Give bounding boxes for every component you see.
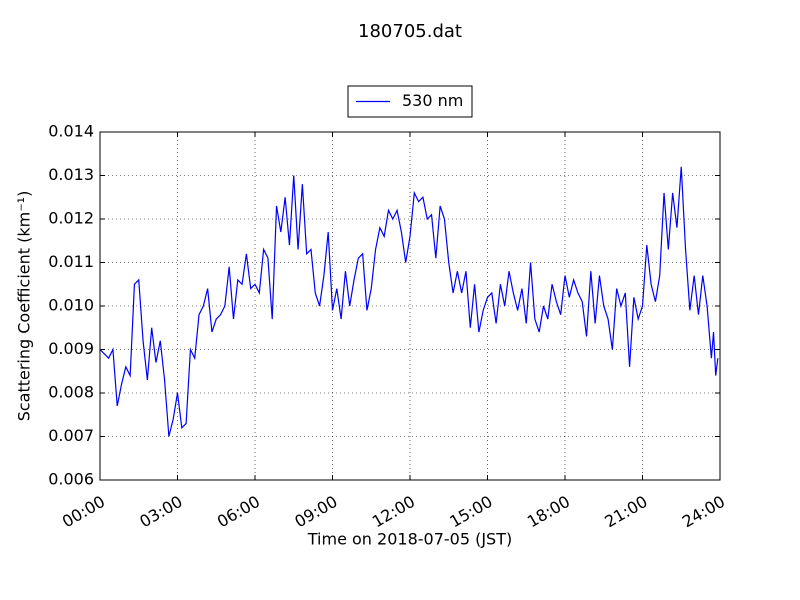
x-tick-label: 03:00 xyxy=(136,492,185,532)
x-tick-label: 09:00 xyxy=(291,492,340,532)
y-axis-label: Scattering Coefficient (km⁻¹) xyxy=(15,191,34,422)
y-tick-label: 0.012 xyxy=(48,209,94,228)
y-tick-label: 0.013 xyxy=(48,165,94,184)
legend-label: 530 nm xyxy=(402,91,463,110)
plot-frame xyxy=(99,131,721,481)
y-tick-label: 0.009 xyxy=(48,339,94,358)
y-tick-label: 0.008 xyxy=(48,383,94,402)
x-tick-label: 06:00 xyxy=(214,492,263,532)
x-tick-label: 12:00 xyxy=(369,492,418,532)
y-tick-label: 0.007 xyxy=(48,426,94,445)
x-tick-label: 00:00 xyxy=(59,492,108,532)
x-tick-label: 24:00 xyxy=(679,492,728,532)
chart-title: 180705.dat xyxy=(358,21,462,42)
y-tick-label: 0.011 xyxy=(48,252,94,271)
x-axis-label: Time on 2018-07-05 (JST) xyxy=(307,530,512,549)
y-tick-label: 0.010 xyxy=(48,296,94,315)
x-tick-label: 21:00 xyxy=(601,492,650,532)
x-tick-label: 15:00 xyxy=(446,492,495,532)
y-tick-label: 0.006 xyxy=(48,470,94,489)
y-tick-label: 0.014 xyxy=(48,122,94,141)
x-tick-label: 18:00 xyxy=(524,492,573,532)
data-line xyxy=(99,166,719,437)
